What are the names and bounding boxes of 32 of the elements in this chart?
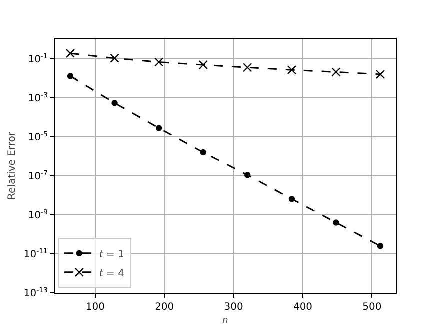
x-tick-label: 500 — [362, 302, 382, 313]
x-tick-label: 300 — [224, 302, 244, 313]
point — [154, 58, 164, 67]
x-tick-label: 100 — [86, 302, 105, 313]
point — [244, 172, 251, 178]
point — [156, 125, 162, 132]
y-tick-label: 10$^{-9}$ — [28, 208, 48, 222]
x-tick-label: 400 — [293, 302, 313, 313]
point — [112, 100, 118, 106]
y-tick-label: 10$^{-13}$ — [24, 286, 48, 300]
y-tick-label: 10$^{-7}$ — [28, 169, 48, 182]
point — [66, 48, 76, 58]
legend-label: t = 4 — [99, 268, 124, 280]
point — [377, 243, 384, 250]
point — [288, 196, 296, 202]
point — [110, 54, 120, 64]
point — [243, 63, 252, 72]
y-axis-title: Relative Error — [6, 131, 18, 200]
y-tick-label: 10$^{-1}$ — [28, 52, 48, 66]
point — [67, 73, 74, 80]
point — [200, 149, 206, 156]
y-tick-label: 10$^{-5}$ — [28, 130, 48, 144]
legend-label: t = 1 — [99, 249, 124, 260]
point — [376, 70, 386, 80]
point — [333, 220, 340, 226]
x-axis-title: n — [222, 316, 229, 326]
y-tick-label: 10$^{-3}$ — [28, 91, 48, 104]
x-tick-label: 200 — [155, 302, 174, 313]
y-tick-label: 10$^{-11}$ — [24, 247, 48, 260]
point — [332, 68, 341, 77]
point — [287, 65, 297, 75]
point — [198, 60, 208, 70]
